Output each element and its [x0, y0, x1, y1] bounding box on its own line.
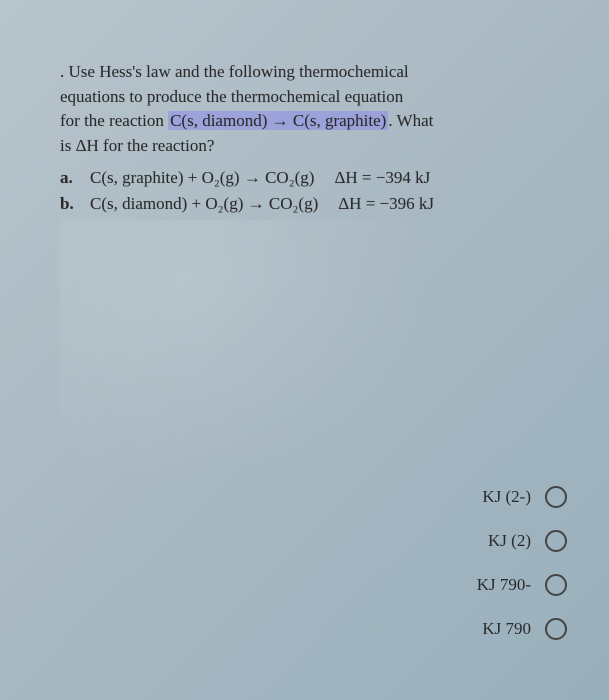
eq-a-body: C(s, graphite) + O₂(g) → CO₂(g) — [90, 165, 314, 191]
eq-b-body: C(s, diamond) + O₂(g) → CO₂(g) — [90, 191, 318, 217]
radio-icon[interactable] — [545, 486, 567, 508]
problem-line2: equations to produce the thermochemical … — [60, 87, 403, 106]
problem-line3-post: . What — [388, 111, 433, 130]
eq-b-label: b. — [60, 191, 78, 217]
answer-option-2[interactable]: KJ (2) — [488, 530, 567, 552]
problem-line1: Use Hess's law and the following thermoc… — [64, 62, 408, 81]
answer-label-3: KJ 790- — [477, 575, 531, 595]
eq-b-dh: ΔH = −396 kJ — [338, 191, 434, 217]
radio-icon[interactable] — [545, 574, 567, 596]
answer-label-1: KJ (2-) — [482, 487, 531, 507]
answer-label-2: KJ (2) — [488, 531, 531, 551]
highlighted-reaction: C(s, diamond) → C(s, graphite) — [168, 111, 388, 130]
radio-icon[interactable] — [545, 530, 567, 552]
equation-a: a. C(s, graphite) + O₂(g) → CO₂(g) ΔH = … — [60, 165, 559, 191]
eq-a-label: a. — [60, 165, 78, 191]
answer-option-4[interactable]: KJ 790 — [482, 618, 567, 640]
answer-label-4: KJ 790 — [482, 619, 531, 639]
answer-option-3[interactable]: KJ 790- — [477, 574, 567, 596]
equation-b: b. C(s, diamond) + O₂(g) → CO₂(g) ΔH = −… — [60, 191, 559, 217]
answer-option-1[interactable]: KJ (2-) — [482, 486, 567, 508]
screen-glare — [60, 220, 480, 520]
radio-icon[interactable] — [545, 618, 567, 640]
equations-block: a. C(s, graphite) + O₂(g) → CO₂(g) ΔH = … — [60, 165, 559, 218]
problem-line3-pre: for the reaction — [60, 111, 168, 130]
eq-a-dh: ΔH = −394 kJ — [334, 165, 430, 191]
problem-text: . Use Hess's law and the following therm… — [60, 60, 559, 159]
problem-line4: is ΔH for the reaction? — [60, 136, 214, 155]
answer-options: KJ (2-) KJ (2) KJ 790- KJ 790 — [477, 486, 567, 640]
